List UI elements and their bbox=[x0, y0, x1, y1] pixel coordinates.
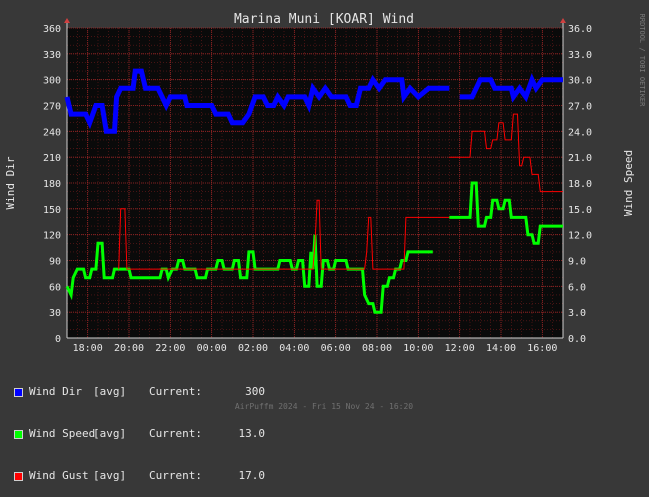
series-line-wind-dir bbox=[64, 68, 450, 134]
legend-current-value: 300 bbox=[245, 385, 265, 398]
y-tick-left: 360 bbox=[43, 24, 61, 35]
y-tick-right: 3.0 bbox=[568, 308, 586, 319]
y-axis-right-arrow bbox=[560, 18, 566, 23]
y-tick-left: 270 bbox=[43, 102, 61, 113]
x-tick: 06:00 bbox=[321, 343, 351, 354]
y-tick-right: 15.0 bbox=[568, 205, 592, 216]
y-tick-left: 60 bbox=[49, 282, 61, 293]
legend-name: Wind Speed bbox=[29, 427, 96, 440]
y-tick-right: 6.0 bbox=[568, 282, 586, 293]
chart-title: Marina Muni [KOAR] Wind bbox=[234, 12, 414, 27]
y-tick-right: 9.0 bbox=[568, 257, 586, 268]
x-tick: 22:00 bbox=[155, 343, 185, 354]
y-tick-left: 120 bbox=[43, 231, 61, 242]
x-tick: 10:00 bbox=[403, 343, 433, 354]
legend-aggregation: [avg] bbox=[93, 427, 127, 440]
legend-current-value: 13.0 bbox=[238, 427, 266, 440]
x-tick: 00:00 bbox=[197, 343, 227, 354]
y-tick-left: 90 bbox=[49, 257, 61, 268]
legend-aggregation: [avg] bbox=[93, 469, 127, 482]
series-line-wind-gust bbox=[118, 199, 450, 270]
y-axis-left-arrow bbox=[64, 18, 70, 23]
y-tick-right: 27.0 bbox=[568, 102, 592, 113]
legend-current-label: Current: bbox=[149, 469, 202, 482]
y-tick-right: 30.0 bbox=[568, 76, 592, 87]
y-tick-right: 36.0 bbox=[568, 24, 592, 35]
series-line-wind-dir bbox=[459, 73, 563, 103]
axis-ticks: 0 30 60 90 120 150 180 210 240 270 300 330 360 0.0 3.0… bbox=[43, 24, 592, 354]
y-tick-right: 21.0 bbox=[568, 153, 592, 164]
x-tick: 12:00 bbox=[445, 343, 475, 354]
legend: Wind Dir [avg] Current: 300 Wind Speed [… bbox=[14, 357, 265, 497]
x-tick: 04:00 bbox=[279, 343, 309, 354]
y-tick-right: 12.0 bbox=[568, 231, 592, 242]
y-tick-left: 240 bbox=[43, 127, 61, 138]
legend-swatch-wind-dir bbox=[14, 387, 23, 397]
y-tick-right: 0.0 bbox=[568, 334, 586, 345]
y-tick-left: 150 bbox=[43, 205, 61, 216]
legend-name: Wind Dir bbox=[29, 385, 82, 398]
series-line-wind-speed bbox=[449, 181, 563, 245]
y-axis-left-label: Wind Dir bbox=[4, 156, 17, 209]
legend-swatch-wind-speed bbox=[14, 429, 23, 439]
y-tick-left: 210 bbox=[43, 153, 61, 164]
y-tick-right: 18.0 bbox=[568, 179, 592, 190]
x-tick: 14:00 bbox=[486, 343, 516, 354]
footer-text: AirPuffm 2024 - Fri 15 Nov 24 - 16:20 bbox=[235, 402, 413, 411]
legend-row-wind-dir: Wind Dir [avg] Current: 300 bbox=[14, 385, 265, 399]
y-tick-left: 330 bbox=[43, 50, 61, 61]
grid bbox=[64, 18, 566, 339]
series-line-wind-speed bbox=[65, 234, 433, 314]
y-tick-left: 0 bbox=[55, 334, 61, 345]
y-tick-left: 30 bbox=[49, 308, 61, 319]
x-tick: 08:00 bbox=[362, 343, 392, 354]
legend-current-value: 17.0 bbox=[238, 469, 266, 482]
x-tick: 02:00 bbox=[238, 343, 268, 354]
legend-swatch-wind-gust bbox=[14, 471, 23, 481]
legend-aggregation: [avg] bbox=[93, 385, 127, 398]
series-line-wind-gust bbox=[449, 113, 563, 193]
legend-row-wind-gust: Wind Gust [avg] Current: 17.0 bbox=[14, 469, 265, 483]
legend-current-label: Current: bbox=[149, 385, 202, 398]
x-tick: 20:00 bbox=[114, 343, 144, 354]
y-tick-left: 300 bbox=[43, 76, 61, 87]
legend-name: Wind Gust bbox=[29, 469, 89, 482]
y-axis-right-label: Wind Speed bbox=[622, 150, 635, 216]
y-tick-right: 33.0 bbox=[568, 50, 592, 61]
x-tick: 18:00 bbox=[73, 343, 103, 354]
watermark: RRDTOOL / TOBI OETIKER bbox=[638, 14, 646, 108]
y-tick-right: 24.0 bbox=[568, 127, 592, 138]
series-lines bbox=[64, 68, 563, 314]
legend-current-label: Current: bbox=[149, 427, 202, 440]
x-tick: 16:00 bbox=[527, 343, 557, 354]
wind-chart: 0 30 60 90 120 150 180 210 240 270 300 330 360 0.0 3.0… bbox=[4, 12, 646, 411]
legend-row-wind-speed: Wind Speed [avg] Current: 13.0 bbox=[14, 427, 265, 441]
y-tick-left: 180 bbox=[43, 179, 61, 190]
